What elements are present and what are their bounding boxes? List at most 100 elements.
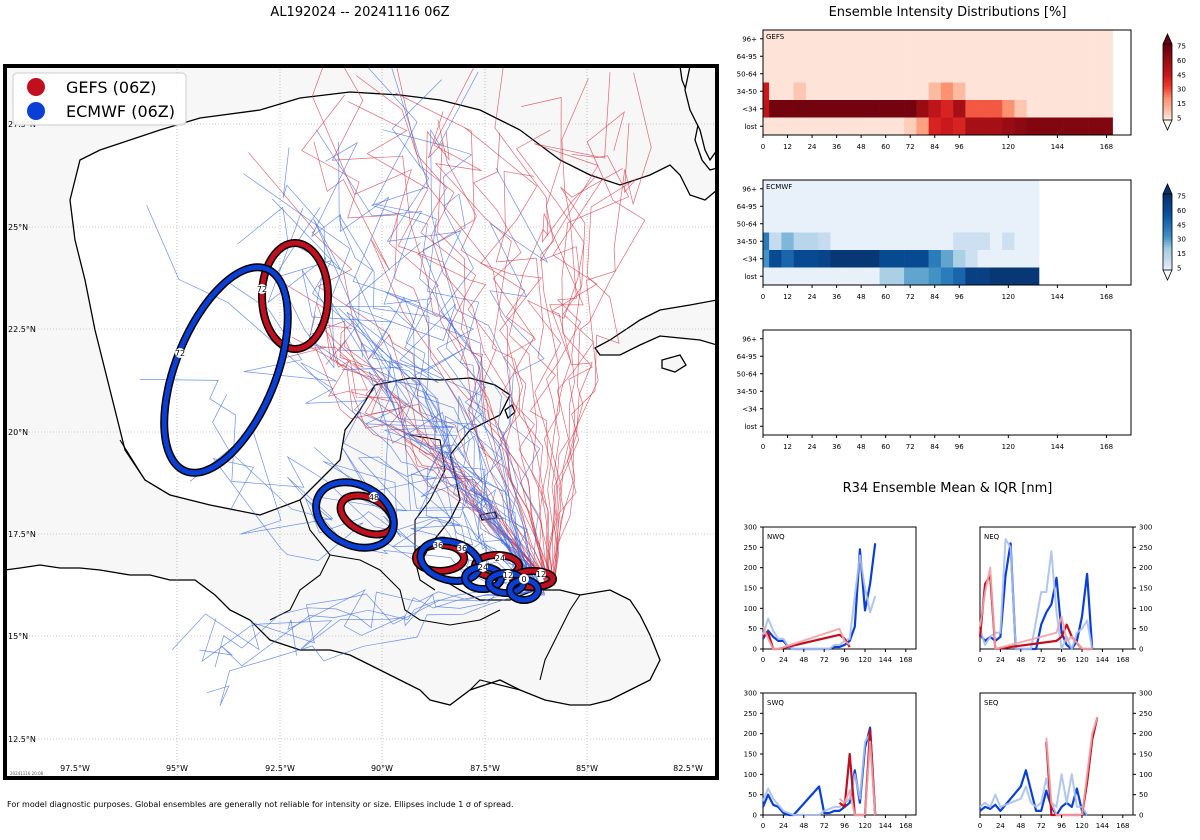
r34-x-tick-label: 72 xyxy=(1037,822,1046,830)
r34-x-tick-label: 168 xyxy=(1116,822,1129,830)
heatmap-cell xyxy=(965,100,978,118)
intensity-panel-1: GEFS 96+ 64-95 50-64 34-50 <34 lost 0 12 24 36 48 60… xyxy=(737,29,1186,151)
ensemble-track xyxy=(437,119,555,582)
ensemble-track xyxy=(366,66,536,591)
r34-series-line xyxy=(979,769,1088,817)
heatmap-cell xyxy=(867,215,880,233)
map-legend: GEFS (06Z) ECMWF (06Z) xyxy=(12,72,187,126)
heatmap-cell xyxy=(1014,215,1028,233)
colorbar-segment xyxy=(1163,234,1172,238)
colorbar-tick-label: 75 xyxy=(1177,43,1186,51)
heatmap-cell xyxy=(867,100,880,118)
heatmap-cell xyxy=(916,117,929,136)
heatmap-cell xyxy=(793,100,807,118)
y-tick-label: 96+ xyxy=(742,35,757,43)
heatmap-cell xyxy=(904,250,917,268)
colorbar-segment xyxy=(1163,226,1172,230)
colorbar-segment xyxy=(1163,232,1172,236)
ellipse-label-gefs-12: 12 xyxy=(536,569,546,579)
heatmap-cell xyxy=(891,65,905,83)
ensemble-track xyxy=(515,129,585,586)
heatmap-cell xyxy=(916,180,929,198)
heatmap-cell xyxy=(1039,100,1052,118)
heatmap-cell xyxy=(965,65,978,83)
heatmap-cell xyxy=(1002,47,1015,66)
heatmap-cell xyxy=(891,82,905,101)
r34-x-tick-label: 120 xyxy=(858,656,871,664)
colorbar-frame xyxy=(1162,193,1173,271)
x-tick-label: 36 xyxy=(832,143,841,151)
heatmap-cell xyxy=(763,232,770,251)
country-borders xyxy=(119,434,581,691)
heatmap-frame xyxy=(762,329,1132,436)
heatmap-cell xyxy=(953,100,966,118)
x-tick-label: 36 xyxy=(832,443,841,451)
x-tick-label: 0 xyxy=(761,143,765,151)
heatmap-cell xyxy=(781,197,794,216)
heatmap-cell xyxy=(769,65,782,83)
heatmap-cell xyxy=(855,117,868,136)
heatmap-cell xyxy=(830,215,844,233)
heatmap-cell xyxy=(1039,117,1052,136)
heatmap-cell xyxy=(1014,100,1028,118)
heatmap-cell xyxy=(818,267,831,286)
heatmap-cell xyxy=(855,232,868,251)
heatmap-cell xyxy=(793,232,807,251)
colorbar-frame xyxy=(1162,43,1173,121)
colorbar-segment xyxy=(1163,76,1172,80)
heatmap-cell xyxy=(842,117,856,136)
ellipse-label-ecmwf-12: 12 xyxy=(503,570,513,580)
heatmap-cell xyxy=(977,232,991,251)
heatmap-cell xyxy=(793,30,807,48)
colorbar-segment xyxy=(1163,99,1172,103)
heatmap-cell xyxy=(1026,117,1040,136)
r34-x-tick-label: 144 xyxy=(879,822,893,830)
x-tick-label: 72 xyxy=(906,293,915,301)
heatmap-cell xyxy=(818,65,831,83)
x-tick-label: 96 xyxy=(955,143,964,151)
heatmap-cell xyxy=(953,215,966,233)
heatmap-cell xyxy=(940,232,954,251)
colorbar-segment xyxy=(1163,46,1172,50)
heatmap-cell xyxy=(793,197,807,216)
heatmap-cell xyxy=(818,117,831,136)
svg-text:72: 72 xyxy=(257,285,267,294)
heatmap-cell xyxy=(879,65,893,83)
r34-y-tick-label: 150 xyxy=(1139,585,1152,593)
heatmap-frame xyxy=(762,179,1132,286)
heatmap-cell xyxy=(1014,47,1028,66)
colorbar-segment xyxy=(1163,84,1172,88)
heatmap-cell xyxy=(916,232,929,251)
r34-y-tick-label: 50 xyxy=(1139,791,1148,799)
heatmap-cell xyxy=(763,65,770,83)
heatmap-cell xyxy=(818,197,831,216)
heatmap-cell xyxy=(953,232,966,251)
heatmap-cell xyxy=(1039,30,1052,48)
r34-x-tick-label: 168 xyxy=(899,656,912,664)
heatmap-cell xyxy=(830,197,844,216)
heatmap-cell xyxy=(904,215,917,233)
colorbar-segment xyxy=(1163,252,1172,256)
colorbar-segment xyxy=(1163,264,1172,268)
heatmap-cell xyxy=(1100,47,1113,66)
ensemble-track xyxy=(340,196,536,591)
ensemble-track xyxy=(139,379,538,592)
colorbar-segment xyxy=(1163,92,1172,96)
heatmap-cell xyxy=(805,82,819,101)
heatmap-cell xyxy=(763,30,770,48)
heatmap-cell xyxy=(1002,30,1015,48)
lon-label: 87.5°W xyxy=(470,764,500,773)
heatmap-cell xyxy=(928,267,942,286)
svg-text:24: 24 xyxy=(495,554,505,563)
ensemble-track xyxy=(430,71,536,591)
heatmap-cell xyxy=(781,47,794,66)
heatmap-cell xyxy=(1051,82,1064,101)
heatmap-cell xyxy=(891,197,905,216)
x-tick-label: 120 xyxy=(1002,143,1015,151)
heatmap-cell xyxy=(1002,180,1015,198)
heatmap-cell xyxy=(928,100,942,118)
heatmap-cell xyxy=(953,267,966,286)
heatmap-cell xyxy=(989,100,1003,118)
heatmap-cell xyxy=(940,180,954,198)
legend-gefs-label: GEFS (06Z) xyxy=(66,78,156,97)
